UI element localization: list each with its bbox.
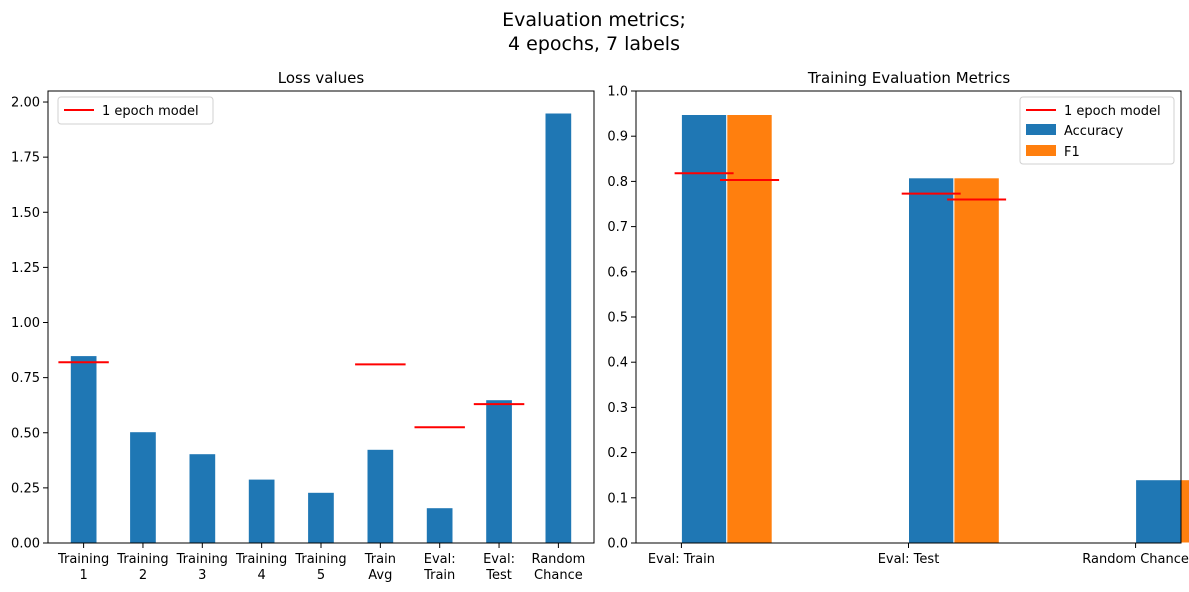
loss-bar: [69, 355, 98, 544]
metrics-y-tick-label: 0.7: [607, 220, 628, 235]
metrics-chart: Training Evaluation Metrics 0.0 0.1 0.2 0.3…: [607, 69, 1189, 567]
loss-bar: [485, 399, 513, 544]
metrics-chart-title: Training Evaluation Metrics: [807, 69, 1011, 87]
loss-chart-title: Loss values: [278, 69, 365, 87]
metrics-y-tick-label: 0.6: [607, 265, 628, 280]
loss-bar: [307, 491, 335, 544]
loss-axes-frame: [47, 90, 595, 544]
metrics-bars: [680, 114, 1189, 544]
accuracy-bar: [680, 114, 728, 544]
loss-x-tick-label: Eval: Train: [423, 552, 456, 583]
metrics-y-tick-label: 0.0: [607, 537, 628, 552]
metrics-y-axis: 0.0 0.1 0.2 0.3 0.4 0.5 0.6 0.7 0.8 0.9 1.0: [607, 85, 636, 552]
loss-bars: [69, 112, 573, 544]
loss-y-tick-label: 0.75: [11, 371, 40, 386]
metrics-legend-swatch-accuracy: [1026, 124, 1056, 135]
loss-x-tick-label: Training 1: [57, 552, 109, 583]
f1-bar: [1180, 479, 1189, 544]
metrics-x-tick-label: Eval: Train: [648, 552, 715, 567]
loss-x-tick-label: Train Avg: [364, 552, 396, 583]
loss-legend-box: [57, 96, 214, 125]
loss-bar: [425, 507, 454, 544]
metrics-x-tick-label: Eval: Test: [878, 552, 940, 567]
metrics-axes-frame: [635, 90, 1182, 544]
f1-bar: [726, 114, 773, 544]
metrics-y-tick-label: 0.9: [607, 130, 628, 145]
loss-bar: [247, 478, 276, 544]
loss-y-tick-label: 2.00: [11, 96, 40, 111]
loss-bar: [366, 448, 395, 544]
loss-y-tick-label: 0.00: [11, 537, 40, 552]
figure-title-line1: Evaluation metrics;: [502, 9, 686, 31]
metrics-y-tick-label: 0.8: [607, 175, 628, 190]
loss-x-tick-label: Training 5: [294, 552, 346, 583]
metrics-y-tick-label: 1.0: [607, 85, 628, 100]
metrics-reference-lines: [674, 172, 1007, 201]
metrics-y-tick-label: 0.1: [607, 491, 628, 506]
loss-x-tick-label: Training 3: [176, 552, 228, 583]
metrics-y-tick-label: 0.3: [607, 401, 628, 416]
accuracy-bar: [908, 177, 955, 544]
loss-bar: [188, 453, 217, 544]
loss-bar: [544, 112, 573, 544]
figure-title-line2: 4 epochs, 7 labels: [508, 33, 680, 55]
loss-y-axis: 0.00 0.25 0.50 0.75 1.00 1.25 1.50 1.75 2.00: [11, 96, 48, 552]
loss-bar: [129, 431, 157, 544]
loss-x-tick-label: Training 4: [235, 552, 287, 583]
loss-reference-lines: [58, 361, 525, 429]
loss-legend-label-reference: 1 epoch model: [102, 104, 199, 119]
loss-legend: 1 epoch model: [57, 96, 214, 125]
loss-x-tick-label: Random Chance: [531, 552, 585, 583]
metrics-legend-label-f1: F1: [1064, 145, 1080, 160]
metrics-y-tick-label: 0.4: [607, 356, 628, 371]
loss-y-tick-label: 0.50: [11, 426, 40, 441]
metrics-legend: 1 epoch model Accuracy F1: [1019, 96, 1175, 165]
metrics-y-tick-label: 0.5: [607, 311, 628, 326]
metrics-legend-box: [1019, 96, 1175, 165]
accuracy-bar: [1135, 479, 1182, 544]
metrics-legend-label-reference: 1 epoch model: [1064, 104, 1161, 119]
metrics-legend-label-accuracy: Accuracy: [1064, 124, 1124, 139]
loss-x-tick-label: Eval: Test: [483, 552, 515, 583]
loss-chart: Loss values 0.00 0.25 0.50 0.75 1.00 1.25 1.50…: [11, 69, 595, 583]
metrics-y-tick-label: 0.2: [607, 446, 628, 461]
metrics-legend-swatch-f1: [1026, 145, 1056, 156]
f1-bar: [953, 177, 1000, 544]
metrics-x-tick-label: Random Chance: [1082, 552, 1189, 567]
loss-y-tick-label: 1.50: [11, 206, 40, 221]
loss-y-tick-label: 1.00: [11, 316, 40, 331]
loss-y-tick-label: 1.25: [11, 261, 40, 276]
loss-y-tick-label: 1.75: [11, 151, 40, 166]
loss-y-tick-label: 0.25: [11, 481, 40, 496]
metrics-x-axis: Eval: Train Eval: Test Random Chance: [648, 543, 1189, 567]
loss-x-tick-label: Training 2: [116, 552, 168, 583]
